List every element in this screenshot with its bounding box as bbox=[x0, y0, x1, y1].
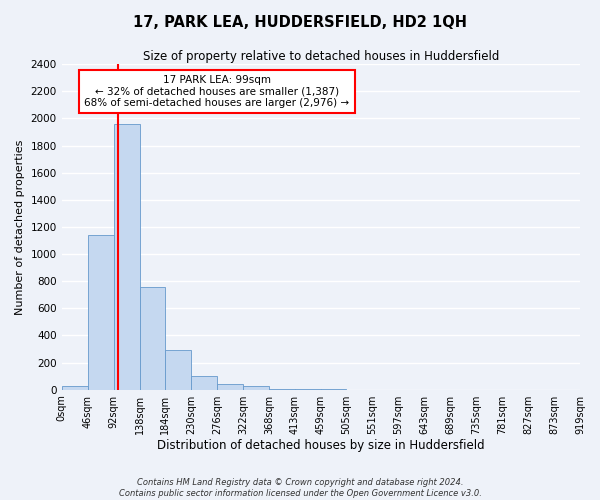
Bar bbox=[269, 389, 295, 390]
Bar bbox=[191, 376, 217, 390]
Bar bbox=[243, 386, 269, 390]
Text: 17 PARK LEA: 99sqm
← 32% of detached houses are smaller (1,387)
68% of semi-deta: 17 PARK LEA: 99sqm ← 32% of detached hou… bbox=[84, 75, 349, 108]
Bar bbox=[217, 384, 243, 390]
Text: 17, PARK LEA, HUDDERSFIELD, HD2 1QH: 17, PARK LEA, HUDDERSFIELD, HD2 1QH bbox=[133, 15, 467, 30]
Bar bbox=[113, 124, 140, 390]
X-axis label: Distribution of detached houses by size in Huddersfield: Distribution of detached houses by size … bbox=[157, 440, 485, 452]
Bar bbox=[166, 350, 191, 390]
Title: Size of property relative to detached houses in Huddersfield: Size of property relative to detached ho… bbox=[143, 50, 499, 63]
Y-axis label: Number of detached properties: Number of detached properties bbox=[15, 139, 25, 314]
Bar bbox=[140, 286, 166, 390]
Bar bbox=[88, 235, 113, 390]
Text: Contains HM Land Registry data © Crown copyright and database right 2024.
Contai: Contains HM Land Registry data © Crown c… bbox=[119, 478, 481, 498]
Bar bbox=[62, 386, 88, 390]
